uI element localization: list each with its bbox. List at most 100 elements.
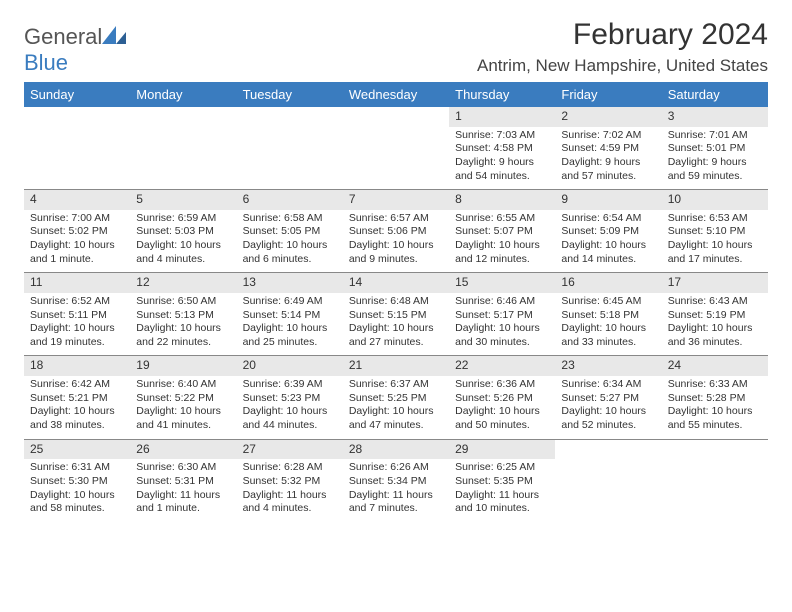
sunrise-text: Sunrise: 6:59 AM — [136, 212, 230, 226]
location-subtitle: Antrim, New Hampshire, United States — [477, 56, 768, 76]
calendar-cell: 5Sunrise: 6:59 AMSunset: 5:03 PMDaylight… — [130, 190, 236, 273]
logo-text: General Blue — [24, 24, 126, 76]
calendar-cell: 22Sunrise: 6:36 AMSunset: 5:26 PMDayligh… — [449, 356, 555, 439]
calendar-cell — [130, 107, 236, 190]
day-number: 11 — [24, 273, 130, 293]
calendar-cell: 23Sunrise: 6:34 AMSunset: 5:27 PMDayligh… — [555, 356, 661, 439]
day-header-wed: Wednesday — [343, 82, 449, 107]
calendar-cell — [662, 439, 768, 522]
daylight-text: Daylight: 9 hours and 57 minutes. — [561, 156, 655, 183]
sunset-text: Sunset: 5:18 PM — [561, 309, 655, 323]
sunset-text: Sunset: 5:02 PM — [30, 225, 124, 239]
sunrise-text: Sunrise: 6:36 AM — [455, 378, 549, 392]
sunset-text: Sunset: 5:09 PM — [561, 225, 655, 239]
daylight-text: Daylight: 11 hours and 10 minutes. — [455, 489, 549, 516]
daylight-text: Daylight: 10 hours and 27 minutes. — [349, 322, 443, 349]
sunset-text: Sunset: 5:01 PM — [668, 142, 762, 156]
calendar-cell: 21Sunrise: 6:37 AMSunset: 5:25 PMDayligh… — [343, 356, 449, 439]
logo-word-1: General — [24, 24, 102, 49]
calendar-cell: 14Sunrise: 6:48 AMSunset: 5:15 PMDayligh… — [343, 273, 449, 356]
sunset-text: Sunset: 5:34 PM — [349, 475, 443, 489]
calendar-cell: 9Sunrise: 6:54 AMSunset: 5:09 PMDaylight… — [555, 190, 661, 273]
sunset-text: Sunset: 5:21 PM — [30, 392, 124, 406]
calendar-row: 11Sunrise: 6:52 AMSunset: 5:11 PMDayligh… — [24, 273, 768, 356]
day-number: 13 — [237, 273, 343, 293]
sunset-text: Sunset: 5:30 PM — [30, 475, 124, 489]
daylight-text: Daylight: 11 hours and 1 minute. — [136, 489, 230, 516]
sunrise-text: Sunrise: 6:46 AM — [455, 295, 549, 309]
calendar-row: 4 Sunrise: 7:00 AMSunset: 5:02 PM Daylight… — [24, 190, 768, 273]
daylight-text: Daylight: 10 hours and 52 minutes. — [561, 405, 655, 432]
calendar-document: General Blue February 2024 Antrim, New H… — [0, 0, 792, 540]
day-number: 10 — [662, 190, 768, 210]
daylight-text: Daylight: 10 hours and 25 minutes. — [243, 322, 337, 349]
sunset-text: Sunset: 5:19 PM — [668, 309, 762, 323]
daylight-text: Daylight: 10 hours and 22 minutes. — [136, 322, 230, 349]
sunrise-text: Sunrise: 6:28 AM — [243, 461, 337, 475]
day-number: 22 — [449, 356, 555, 376]
sunset-text: Sunset: 5:26 PM — [455, 392, 549, 406]
daylight-text: Daylight: 10 hours and 41 minutes. — [136, 405, 230, 432]
sunrise-text: Sunrise: 7:01 AM — [668, 129, 762, 143]
day-number: 26 — [130, 440, 236, 460]
calendar-cell: 28Sunrise: 6:26 AMSunset: 5:34 PMDayligh… — [343, 439, 449, 522]
calendar-cell: 24Sunrise: 6:33 AMSunset: 5:28 PMDayligh… — [662, 356, 768, 439]
day-header-sun: Sunday — [24, 82, 130, 107]
sunset-text: Sunset: 5:11 PM — [30, 309, 124, 323]
sunrise-text: Sunrise: 6:40 AM — [136, 378, 230, 392]
daylight-text: Daylight: 10 hours and 55 minutes. — [668, 405, 762, 432]
calendar-cell: 16Sunrise: 6:45 AMSunset: 5:18 PMDayligh… — [555, 273, 661, 356]
day-number: 8 — [449, 190, 555, 210]
calendar-cell: 25Sunrise: 6:31 AMSunset: 5:30 PMDayligh… — [24, 439, 130, 522]
calendar-cell: 26Sunrise: 6:30 AMSunset: 5:31 PMDayligh… — [130, 439, 236, 522]
sunrise-text: Sunrise: 6:33 AM — [668, 378, 762, 392]
day-number: 4 — [24, 190, 130, 210]
day-number: 27 — [237, 440, 343, 460]
calendar-cell: 8Sunrise: 6:55 AMSunset: 5:07 PMDaylight… — [449, 190, 555, 273]
day-number: 20 — [237, 356, 343, 376]
day-number: 17 — [662, 273, 768, 293]
day-header-sat: Saturday — [662, 82, 768, 107]
sunset-text: Sunset: 5:28 PM — [668, 392, 762, 406]
day-number: 19 — [130, 356, 236, 376]
sunset-text: Sunset: 5:06 PM — [349, 225, 443, 239]
day-header-thu: Thursday — [449, 82, 555, 107]
sunrise-text: Sunrise: 6:30 AM — [136, 461, 230, 475]
sunrise-text: Sunrise: 7:00 AM — [30, 212, 124, 226]
sunrise-text: Sunrise: 6:37 AM — [349, 378, 443, 392]
day-number-empty — [555, 440, 661, 460]
header: General Blue February 2024 Antrim, New H… — [24, 18, 768, 76]
calendar-cell: 7Sunrise: 6:57 AMSunset: 5:06 PMDaylight… — [343, 190, 449, 273]
brand-logo: General Blue — [24, 18, 126, 76]
sunrise-text: Sunrise: 6:45 AM — [561, 295, 655, 309]
day-header-mon: Monday — [130, 82, 236, 107]
daylight-text: Daylight: 9 hours and 59 minutes. — [668, 156, 762, 183]
sunset-text: Sunset: 5:23 PM — [243, 392, 337, 406]
calendar-cell — [237, 107, 343, 190]
sunrise-text: Sunrise: 6:53 AM — [668, 212, 762, 226]
sunrise-text: Sunrise: 7:02 AM — [561, 129, 655, 143]
logo-mark-icon — [102, 26, 126, 44]
sunrise-text: Sunrise: 6:34 AM — [561, 378, 655, 392]
sunrise-text: Sunrise: 6:50 AM — [136, 295, 230, 309]
calendar-cell: 6Sunrise: 6:58 AMSunset: 5:05 PMDaylight… — [237, 190, 343, 273]
calendar-row: 1Sunrise: 7:03 AMSunset: 4:58 PMDaylight… — [24, 107, 768, 190]
day-number: 28 — [343, 440, 449, 460]
sunrise-text: Sunrise: 7:03 AM — [455, 129, 549, 143]
daylight-text: Daylight: 10 hours and 17 minutes. — [668, 239, 762, 266]
daylight-text: Daylight: 10 hours and 19 minutes. — [30, 322, 124, 349]
sunset-text: Sunset: 5:07 PM — [455, 225, 549, 239]
sunrise-text: Sunrise: 6:54 AM — [561, 212, 655, 226]
daylight-text: Daylight: 10 hours and 36 minutes. — [668, 322, 762, 349]
sunset-text: Sunset: 5:15 PM — [349, 309, 443, 323]
title-block: February 2024 Antrim, New Hampshire, Uni… — [477, 18, 768, 76]
sunset-text: Sunset: 5:27 PM — [561, 392, 655, 406]
calendar-cell: 11Sunrise: 6:52 AMSunset: 5:11 PMDayligh… — [24, 273, 130, 356]
logo-word-2: Blue — [24, 50, 68, 75]
calendar-cell: 20Sunrise: 6:39 AMSunset: 5:23 PMDayligh… — [237, 356, 343, 439]
calendar-cell: 15Sunrise: 6:46 AMSunset: 5:17 PMDayligh… — [449, 273, 555, 356]
daylight-text: Daylight: 10 hours and 6 minutes. — [243, 239, 337, 266]
day-number: 9 — [555, 190, 661, 210]
sunrise-text: Sunrise: 6:49 AM — [243, 295, 337, 309]
calendar-cell: 3Sunrise: 7:01 AMSunset: 5:01 PMDaylight… — [662, 107, 768, 190]
